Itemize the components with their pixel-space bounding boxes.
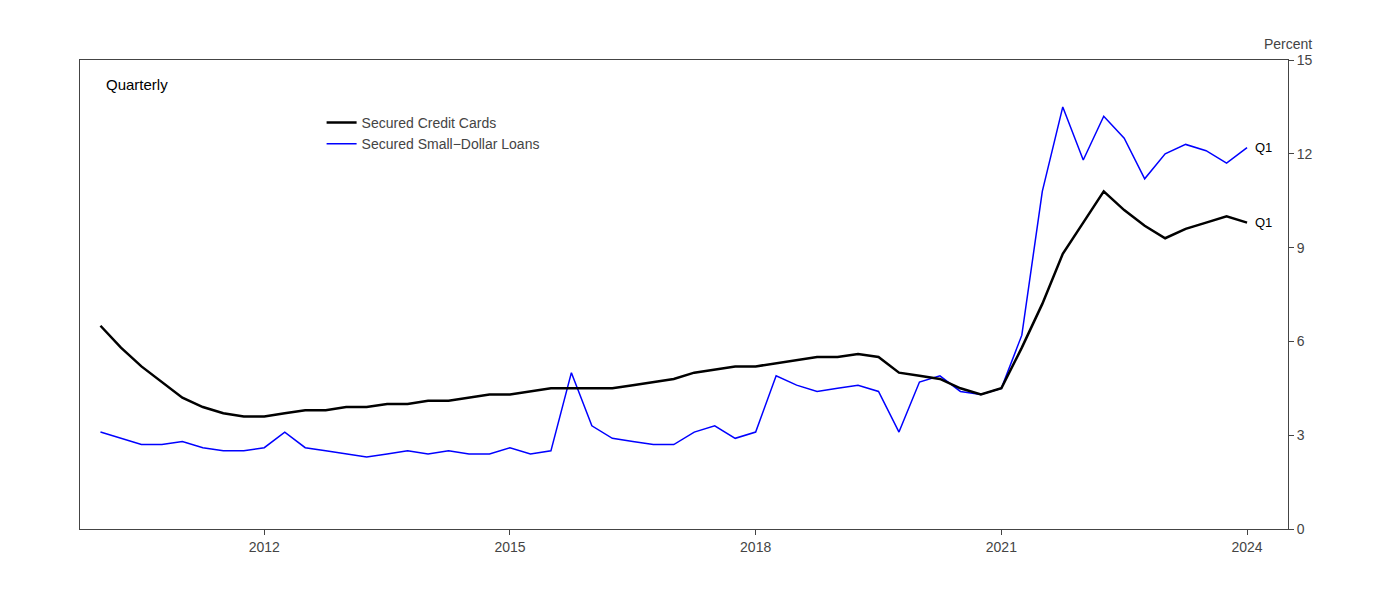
svg-text:15: 15 [1297, 52, 1313, 68]
svg-text:2012: 2012 [249, 539, 280, 555]
svg-text:12: 12 [1297, 146, 1313, 162]
svg-text:Secured Credit Cards: Secured Credit Cards [362, 115, 497, 131]
svg-text:2015: 2015 [494, 539, 525, 555]
svg-text:Quarterly: Quarterly [106, 76, 168, 93]
svg-text:3: 3 [1297, 427, 1305, 443]
svg-text:9: 9 [1297, 240, 1305, 256]
svg-text:6: 6 [1297, 333, 1305, 349]
svg-text:2024: 2024 [1231, 539, 1262, 555]
svg-text:Q1: Q1 [1255, 215, 1272, 230]
svg-text:0: 0 [1297, 521, 1305, 537]
svg-text:2018: 2018 [740, 539, 771, 555]
svg-text:Q1: Q1 [1255, 140, 1272, 155]
svg-text:2021: 2021 [986, 539, 1017, 555]
svg-text:Percent: Percent [1264, 36, 1312, 52]
svg-text:Secured Small−Dollar Loans: Secured Small−Dollar Loans [362, 136, 540, 152]
